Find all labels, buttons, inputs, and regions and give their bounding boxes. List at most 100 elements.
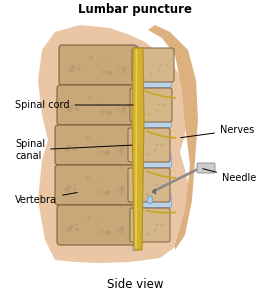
Text: Vertebra: Vertebra: [15, 193, 77, 205]
FancyBboxPatch shape: [55, 165, 135, 205]
Ellipse shape: [150, 73, 153, 76]
Ellipse shape: [75, 228, 79, 231]
Ellipse shape: [161, 224, 164, 226]
Ellipse shape: [107, 191, 110, 193]
Ellipse shape: [78, 64, 80, 65]
Ellipse shape: [137, 223, 140, 225]
Ellipse shape: [154, 229, 157, 231]
Ellipse shape: [76, 103, 78, 105]
Ellipse shape: [86, 136, 90, 139]
Ellipse shape: [73, 148, 77, 151]
FancyBboxPatch shape: [130, 88, 172, 122]
FancyBboxPatch shape: [132, 48, 174, 82]
Ellipse shape: [89, 56, 93, 59]
Ellipse shape: [147, 233, 150, 236]
Ellipse shape: [121, 109, 126, 113]
Ellipse shape: [109, 111, 112, 113]
Ellipse shape: [154, 189, 157, 191]
Ellipse shape: [115, 148, 117, 151]
Ellipse shape: [67, 145, 72, 148]
Ellipse shape: [102, 70, 106, 74]
Ellipse shape: [87, 216, 91, 219]
Ellipse shape: [71, 65, 76, 68]
FancyBboxPatch shape: [130, 208, 170, 242]
Text: Lumbar puncture: Lumbar puncture: [78, 2, 192, 16]
Ellipse shape: [146, 193, 149, 196]
Ellipse shape: [74, 144, 76, 145]
Ellipse shape: [155, 144, 158, 146]
Ellipse shape: [64, 187, 70, 192]
Ellipse shape: [119, 189, 124, 194]
Ellipse shape: [107, 231, 110, 233]
Ellipse shape: [156, 109, 159, 111]
Ellipse shape: [122, 66, 127, 70]
Ellipse shape: [105, 231, 110, 235]
Ellipse shape: [138, 103, 141, 105]
Text: Needle: Needle: [203, 169, 256, 183]
Polygon shape: [132, 48, 144, 250]
Ellipse shape: [117, 68, 120, 71]
Ellipse shape: [102, 102, 104, 103]
FancyBboxPatch shape: [128, 168, 170, 202]
Ellipse shape: [77, 68, 81, 71]
Ellipse shape: [120, 226, 125, 230]
Ellipse shape: [104, 190, 110, 195]
Ellipse shape: [99, 190, 103, 194]
Ellipse shape: [104, 151, 110, 155]
Ellipse shape: [100, 182, 102, 183]
FancyBboxPatch shape: [55, 125, 135, 165]
Ellipse shape: [86, 176, 90, 179]
Ellipse shape: [161, 184, 164, 186]
Ellipse shape: [148, 113, 151, 116]
Text: Nerves: Nerves: [181, 125, 254, 138]
Ellipse shape: [75, 108, 79, 111]
Text: Side view: Side view: [107, 278, 163, 290]
Ellipse shape: [115, 188, 117, 191]
Ellipse shape: [106, 111, 112, 115]
Ellipse shape: [163, 104, 166, 106]
FancyBboxPatch shape: [57, 85, 137, 125]
FancyBboxPatch shape: [57, 205, 135, 245]
Ellipse shape: [88, 96, 92, 99]
Ellipse shape: [69, 105, 74, 108]
Ellipse shape: [73, 188, 77, 191]
FancyBboxPatch shape: [59, 45, 137, 85]
Ellipse shape: [107, 151, 110, 153]
Polygon shape: [38, 25, 190, 263]
Polygon shape: [132, 45, 138, 250]
FancyBboxPatch shape: [60, 74, 171, 88]
Ellipse shape: [115, 229, 118, 231]
Ellipse shape: [101, 110, 105, 114]
Text: Spinal cord: Spinal cord: [15, 100, 133, 110]
Ellipse shape: [76, 224, 78, 225]
Ellipse shape: [66, 227, 72, 232]
Ellipse shape: [156, 224, 159, 226]
Ellipse shape: [154, 149, 157, 151]
FancyBboxPatch shape: [60, 115, 171, 128]
Ellipse shape: [99, 150, 103, 154]
Polygon shape: [148, 25, 198, 250]
Ellipse shape: [64, 147, 70, 152]
Ellipse shape: [100, 222, 103, 224]
Ellipse shape: [119, 229, 124, 233]
Text: Spinal
canal: Spinal canal: [15, 139, 132, 161]
Ellipse shape: [120, 146, 125, 150]
FancyBboxPatch shape: [128, 128, 170, 162]
Ellipse shape: [100, 142, 102, 143]
Ellipse shape: [161, 144, 164, 146]
Ellipse shape: [121, 69, 126, 74]
Ellipse shape: [119, 149, 124, 153]
Polygon shape: [152, 189, 156, 194]
Ellipse shape: [110, 71, 112, 73]
FancyBboxPatch shape: [197, 163, 215, 173]
Ellipse shape: [157, 104, 160, 106]
Ellipse shape: [66, 107, 72, 112]
Ellipse shape: [155, 184, 158, 186]
Ellipse shape: [68, 67, 74, 72]
Ellipse shape: [67, 185, 72, 188]
Ellipse shape: [107, 70, 113, 75]
Ellipse shape: [100, 230, 104, 234]
Ellipse shape: [122, 106, 127, 110]
Ellipse shape: [158, 69, 161, 71]
FancyBboxPatch shape: [60, 194, 171, 208]
